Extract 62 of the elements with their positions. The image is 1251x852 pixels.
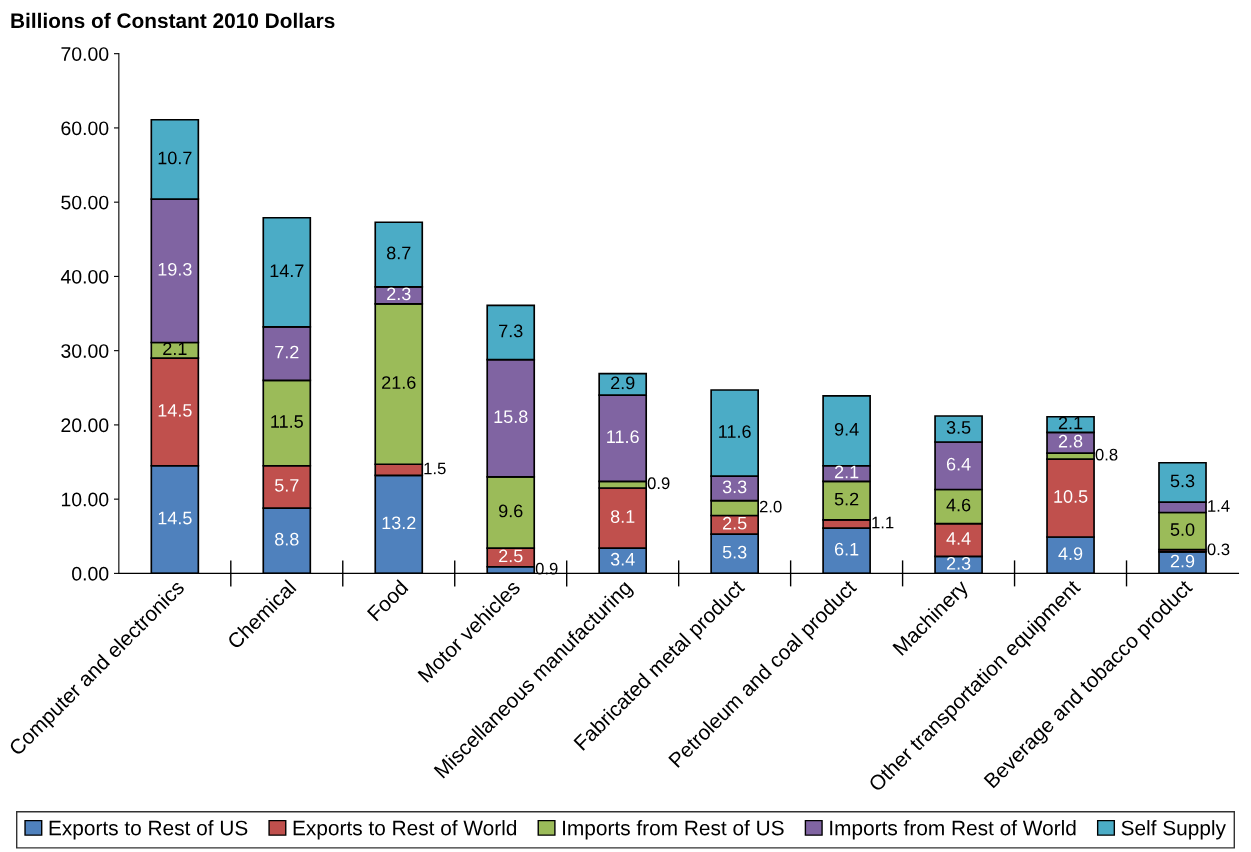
data-label: 14.7 <box>270 264 304 277</box>
y-tick-label: 0.00 <box>72 566 109 581</box>
y-tick-label: 40.00 <box>60 269 109 284</box>
data-label: 19.3 <box>158 262 192 276</box>
data-label: 0.8 <box>1095 448 1118 461</box>
data-label: 13.2 <box>382 516 416 530</box>
data-label: 5.3 <box>722 545 747 559</box>
data-label: 0.9 <box>647 477 670 490</box>
data-label: 6.1 <box>834 542 859 556</box>
data-label: 7.2 <box>275 345 299 359</box>
data-label: 2.5 <box>723 516 747 530</box>
y-axis-title: Billions of Constant 2010 Dollars <box>11 12 335 29</box>
data-label: 3.3 <box>722 480 747 494</box>
data-label: 14.5 <box>158 404 192 417</box>
legend-label: Exports to Rest of US <box>49 820 248 840</box>
y-tick-label: 60.00 <box>61 121 109 136</box>
data-label: 5.0 <box>1170 523 1195 536</box>
legend-label: Exports to Rest of World <box>293 820 517 840</box>
data-label: 4.4 <box>946 532 971 545</box>
data-label: 15.8 <box>494 410 528 424</box>
data-label: 2.3 <box>387 287 411 301</box>
data-label: 5.7 <box>274 479 299 492</box>
data-label: 7.3 <box>499 324 523 338</box>
data-label: 8.7 <box>386 246 411 260</box>
data-label: 11.5 <box>271 415 303 428</box>
data-label: 14.5 <box>158 511 192 525</box>
legend-label: Self Supply <box>1121 820 1226 840</box>
data-label: 3.5 <box>946 421 971 434</box>
data-label: 5.3 <box>1170 474 1195 488</box>
data-label: 21.6 <box>382 376 416 389</box>
data-label: 1.4 <box>1208 500 1230 512</box>
y-tick-label: 10.00 <box>61 492 109 507</box>
data-label: 11.6 <box>719 425 751 438</box>
y-tick-label: 30.00 <box>61 344 109 358</box>
data-label: 4.9 <box>1058 547 1083 561</box>
legend-label: Imports from Rest of US <box>563 820 784 840</box>
data-label: 8.1 <box>610 510 635 523</box>
y-tick-label: 20.00 <box>61 418 109 433</box>
data-label: 2.8 <box>1058 434 1083 448</box>
data-label: 11.6 <box>607 430 639 444</box>
data-label: 0.3 <box>1207 543 1230 556</box>
data-label: 8.8 <box>275 532 299 546</box>
y-tick-label: 50.00 <box>61 195 109 210</box>
data-label: 1.5 <box>424 462 446 475</box>
data-label: 3.4 <box>610 552 635 566</box>
data-label: 2.1 <box>1058 416 1083 430</box>
data-label: 6.4 <box>946 457 971 471</box>
legend-label: Imports from Rest of World <box>830 820 1076 840</box>
data-label: 9.4 <box>834 422 859 436</box>
data-label: 9.6 <box>499 504 523 518</box>
data-label: 5.2 <box>834 492 859 506</box>
data-label: 2.5 <box>499 549 523 563</box>
data-label: 2.3 <box>946 556 971 570</box>
data-label: 1.1 <box>872 516 894 529</box>
data-label: 10.5 <box>1054 490 1088 503</box>
y-tick-label: 70.00 <box>61 47 109 61</box>
data-label: 10.7 <box>158 151 192 165</box>
data-label: 2.9 <box>611 376 635 390</box>
data-label: 2.9 <box>1170 554 1195 568</box>
data-label: 2.0 <box>759 500 782 513</box>
data-label: 2.1 <box>834 465 859 479</box>
data-label: 4.6 <box>946 498 971 512</box>
